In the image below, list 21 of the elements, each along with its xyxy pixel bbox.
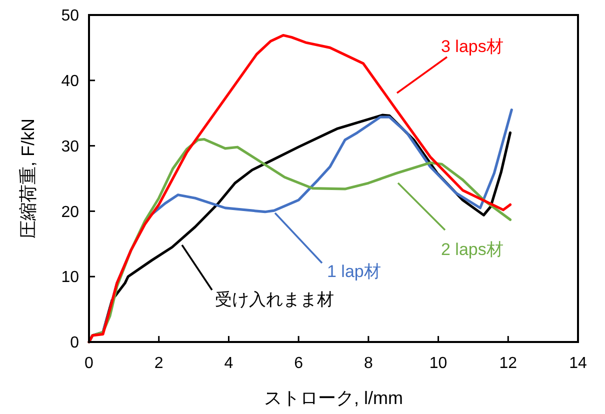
x-tick-label: 10	[429, 355, 448, 372]
y-axis-title: 圧縮荷重, F/kN	[18, 118, 38, 238]
x-tick-label: 2	[154, 355, 164, 372]
y-tick-label: 20	[61, 204, 80, 221]
text: 1 lap材	[327, 262, 381, 281]
x-tick-label: 12	[499, 355, 518, 372]
y-tick-label: 10	[61, 269, 80, 286]
x-tick-label: 14	[569, 355, 587, 372]
line-series	[88, 34, 512, 344]
y-tick-label: 40	[61, 73, 80, 90]
y-tick-label: 0	[70, 334, 80, 352]
y-tick-label: 30	[61, 138, 80, 156]
text: 3 laps材	[441, 37, 504, 56]
x-tick-label: 8	[364, 355, 373, 372]
series-label: 2 laps材	[441, 240, 504, 259]
x-tick-label: 0	[84, 355, 94, 372]
text: 受け入れまま材	[215, 290, 334, 309]
y-tick-label: 50	[61, 8, 80, 25]
x-tick-label: 4	[224, 355, 234, 372]
x-axis-title: ストローク, l/mm	[264, 388, 403, 408]
x-tick-label: 6	[294, 355, 304, 372]
